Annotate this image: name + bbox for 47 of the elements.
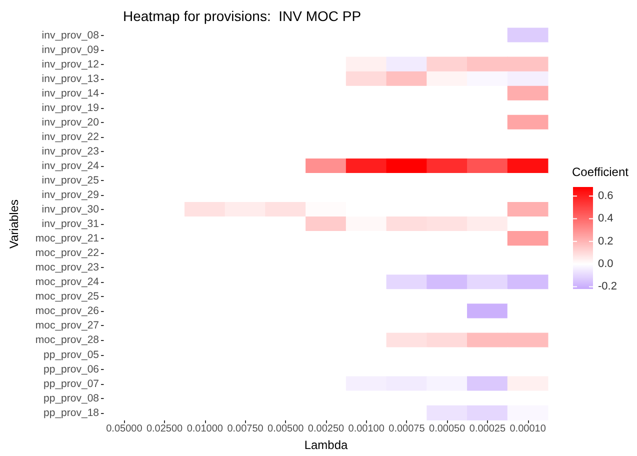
color-bar-label: 0.4 [598, 212, 614, 225]
y-tick-label: pp_prov_07 [44, 378, 100, 390]
y-tick-label: inv_prov_30 [42, 204, 100, 216]
y-tick-label: moc_prov_23 [35, 262, 100, 274]
x-tick-label: 0.00250 [308, 424, 345, 435]
x-tick-label: 0.00050 [429, 424, 466, 435]
y-tick-label: inv_prov_23 [42, 145, 100, 158]
x-tick-label: 0.05000 [106, 424, 143, 435]
y-tick-label: inv_prov_31 [42, 218, 100, 230]
y-tick-label: inv_prov_08 [42, 29, 100, 42]
chart-title: Heatmap for provisions: INV MOC PP [123, 8, 362, 24]
y-tick-label: inv_prov_13 [42, 72, 100, 85]
y-tick-label: moc_prov_24 [35, 276, 100, 288]
y-tick-label: inv_prov_20 [42, 116, 100, 128]
x-tick-label: 0.02500 [146, 424, 184, 435]
color-bar-label: 0.6 [598, 190, 614, 202]
x-tick-label: 0.00075 [388, 424, 426, 435]
x-axis-title: Lambda [304, 438, 348, 452]
y-tick-label: moc_prov_27 [35, 320, 100, 332]
y-tick-label: inv_prov_19 [42, 102, 100, 114]
x-tick-label: 0.00100 [348, 424, 385, 435]
y-tick-label: inv_prov_09 [42, 44, 100, 56]
x-tick-label: 0.01000 [186, 424, 224, 435]
y-tick-label: inv_prov_29 [42, 189, 100, 202]
color-bar-label: -0.2 [598, 280, 617, 293]
color-bar-label: 0.0 [598, 258, 614, 270]
y-tick-label: moc_prov_25 [35, 290, 100, 303]
y-tick-label: inv_prov_24 [42, 160, 100, 172]
x-tick-label: 0.00010 [510, 424, 546, 435]
y-tick-label: inv_prov_25 [42, 174, 100, 186]
y-tick-label: inv_prov_14 [42, 87, 100, 100]
x-tick-label: 0.00750 [227, 424, 264, 435]
x-tick-label: 0.00500 [268, 424, 304, 435]
y-tick-label: pp_prov_06 [44, 363, 100, 376]
color-bar-label: 0.2 [598, 235, 614, 248]
color-bar-title: Coefficient [572, 165, 630, 179]
y-tick-label: moc_prov_21 [35, 232, 100, 245]
y-tick-label: pp_prov_08 [44, 392, 100, 404]
y-tick-label: inv_prov_22 [42, 130, 100, 143]
y-tick-label: moc_prov_26 [35, 305, 100, 318]
y-tick-label: pp_prov_05 [44, 348, 100, 361]
y-tick-label: moc_prov_22 [35, 247, 100, 260]
y-tick-label: pp_prov_18 [44, 406, 100, 419]
x-tick-label: 0.00025 [469, 424, 506, 435]
y-tick-label: moc_prov_28 [35, 334, 100, 346]
y-tick-label: inv_prov_12 [42, 58, 100, 70]
y-axis-title: Variables [7, 199, 21, 249]
